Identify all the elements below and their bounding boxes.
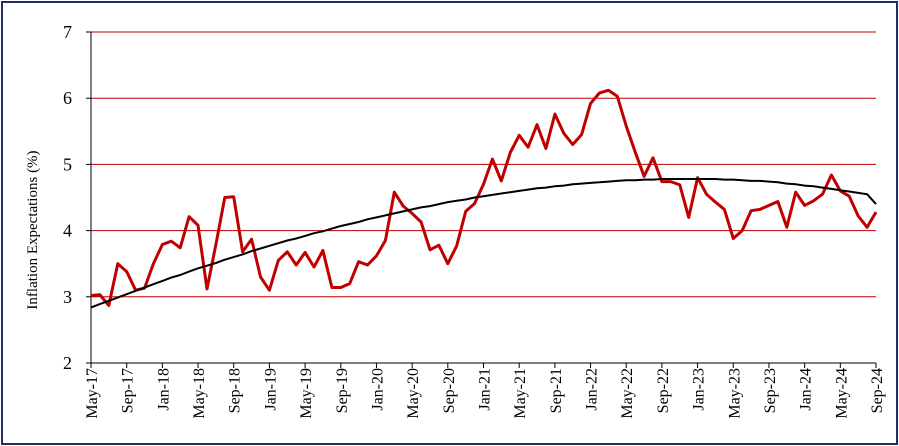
x-tick-label: Sep-23 (762, 368, 779, 413)
x-tick-label: Jan-23 (691, 368, 708, 411)
y-tick-label: 4 (63, 221, 72, 241)
x-tick-labels: May-17 Sep-17 Jan-18 May-18 Sep-18 Jan-19 May-… (84, 368, 886, 419)
y-tick-label: 3 (63, 287, 72, 307)
x-tick-label: May-20 (405, 368, 422, 419)
gridlines (91, 31, 876, 298)
x-tick-label: May-17 (84, 368, 101, 419)
x-tick-label: Jan-20 (369, 368, 386, 411)
y-tick-labels: 2 3 4 5 6 7 (63, 22, 72, 373)
x-tick-label: Sep-24 (869, 368, 886, 413)
x-tick-label: Sep-17 (120, 368, 137, 413)
x-tick-label: May-21 (512, 368, 529, 419)
x-tick-label: May-19 (298, 368, 315, 419)
x-tick-label: Jan-24 (798, 368, 815, 411)
axes (86, 31, 877, 368)
y-tick-label: 2 (63, 353, 72, 373)
x-tick-label: May-18 (191, 368, 208, 419)
x-tick-label: May-24 (833, 368, 850, 419)
x-tick-label: Sep-18 (227, 368, 244, 413)
x-tick-label: May-22 (619, 368, 636, 419)
x-tick-label: May-23 (726, 368, 743, 419)
x-tick-label: Sep-22 (655, 368, 672, 413)
series-lines (90, 88, 878, 309)
x-tick-label: Sep-19 (334, 368, 351, 413)
y-tick-label: 6 (63, 88, 72, 108)
y-tick-label: 5 (63, 154, 72, 174)
inflation-expectations-line (90, 88, 878, 307)
x-tick-label: Sep-21 (548, 368, 565, 413)
y-axis-label: Inflation Expectations (%) (25, 150, 41, 309)
x-tick-label: Jan-21 (477, 368, 494, 411)
x-tick-label: Jan-22 (584, 368, 601, 411)
x-tick-label: Jan-18 (155, 368, 172, 411)
y-tick-label: 7 (63, 22, 72, 42)
x-tick-label: Jan-19 (262, 368, 279, 411)
x-tick-label: Sep-20 (441, 368, 458, 413)
trend-line (90, 178, 877, 309)
